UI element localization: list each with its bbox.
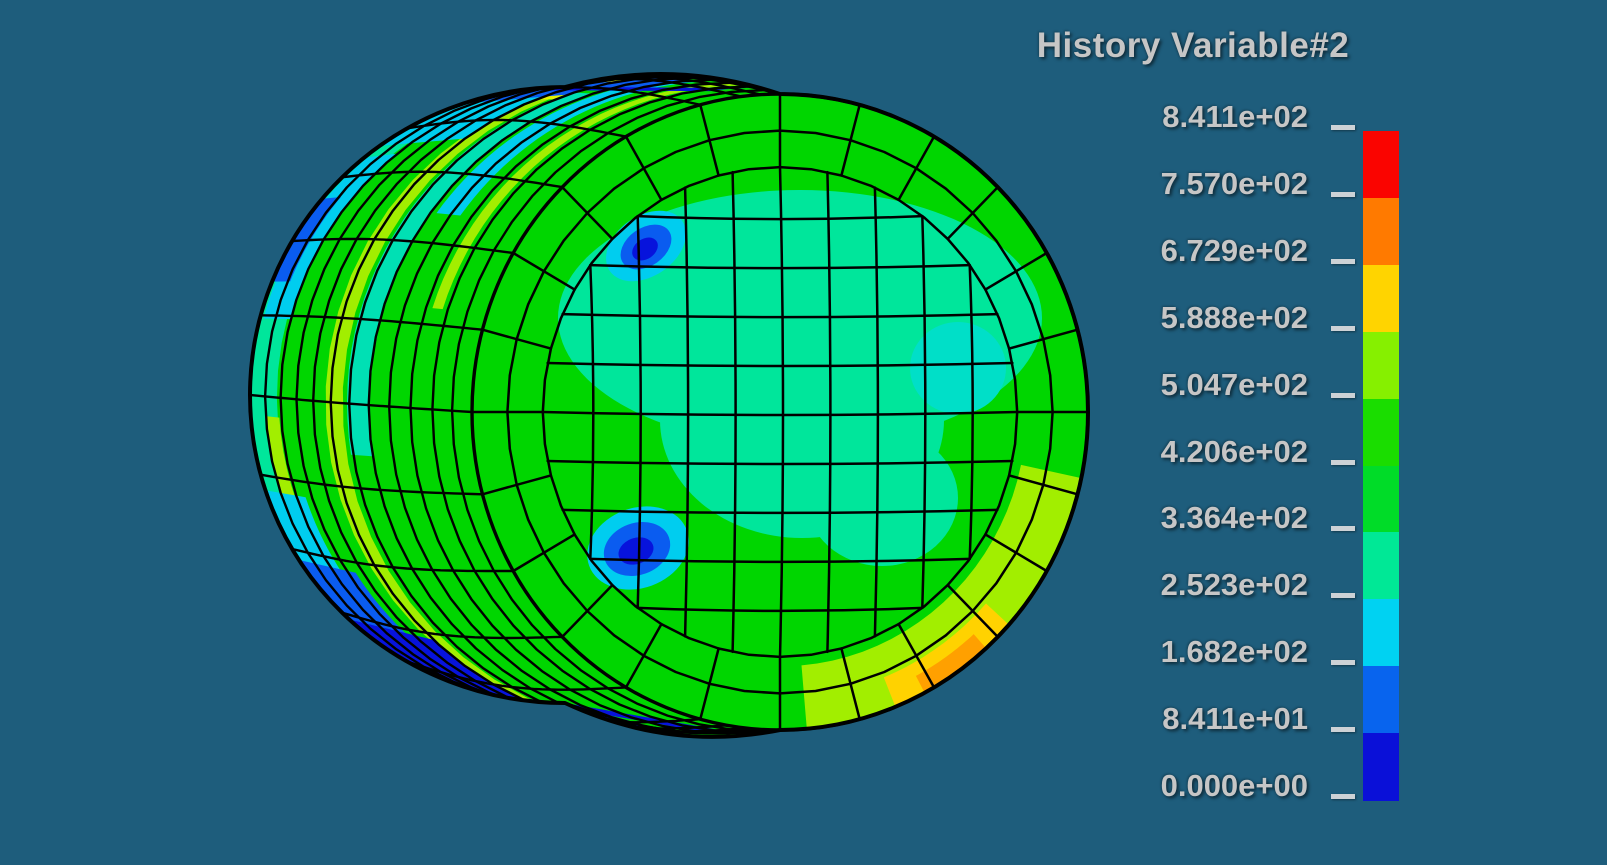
legend-title: History Variable#2 [1036,26,1350,65]
cap-spoke-line [840,103,861,177]
colorbar-segment [1363,599,1399,667]
cap-spoke-line [946,185,1000,241]
legend-tick-label: 1.682e+02 [1160,634,1308,670]
cap-grid-hline [541,410,1019,417]
fringe-band-cyan [263,153,397,320]
cap-grid-vline [921,214,927,610]
legend-tick-label: 6.729e+02 [1160,232,1308,268]
colorbar-segment [1363,465,1399,534]
cap-grid-hline [561,508,999,515]
cap-spoke-line [481,328,553,350]
cap-spoke-line [512,251,576,291]
cap-spoke-line [1007,474,1079,496]
cap-grid-vline [826,170,832,654]
cap-grid-vline [778,165,785,659]
cap-fringe-cyanSoft [910,322,1006,414]
cap-spoke-line [699,647,720,721]
ring-line [295,77,621,722]
cap-fringe-gold [883,603,1009,707]
cap-spoke-line [984,533,1048,573]
legend-tick-mark [1331,125,1355,130]
cap-fringe-dark [618,537,654,565]
cap-grid-hline [589,557,971,564]
legend-tick-label: 7.570e+02 [1160,165,1308,201]
legend-tick-mark [1331,593,1355,599]
legend-tick-mark [1331,660,1355,666]
ring-line [263,82,585,711]
cap-spoke-line [897,135,936,202]
ring-line [329,75,658,730]
legend-tick-mark [1331,325,1355,331]
cap-grid-hline [546,459,1014,466]
cap-spoke-line [624,622,663,689]
cap-spoke-line [897,622,936,689]
end-cap-mesh [472,94,1088,730]
fringe-band-cyan [436,78,700,216]
cap-spoke-line [560,185,614,241]
legend-tick-label: 8.411e+01 [1162,701,1308,737]
cap-grid-hline [546,361,1014,368]
cap-grid-hline [561,312,999,319]
legend-tick-label: 0.000e+00 [1160,768,1308,803]
cap-grid-hline [636,606,924,613]
legend-tick-mark [1331,392,1355,398]
cap-spoke-line [481,474,553,496]
fringe-band-royal [299,560,549,713]
ring-line [367,76,695,734]
legend-tick-label: 2.523e+02 [1160,567,1308,603]
legend-tick-mark [1331,191,1355,197]
cap-grid-vline [636,214,642,610]
cap-spoke-line [840,647,861,721]
model-silhouette-outline [248,72,1090,739]
colorbar-segment [1363,331,1399,400]
ring-line [348,75,676,733]
legend-tick-label: 5.047e+02 [1160,366,1308,402]
cap-spoke-line [699,103,720,177]
fringe-band-cyan [265,490,407,645]
ring-line [431,85,749,734]
cap-spoke-line [624,135,663,202]
legend-tick-label: 8.411e+02 [1162,99,1308,134]
colorbar-segment [1363,197,1399,266]
cap-grid-hline [589,263,971,270]
legend-tick-mark [1331,258,1355,264]
cap-grid-vline [968,263,974,561]
legend-tick-mark [1331,727,1355,733]
legend-tick-mark [1331,794,1355,799]
colorbar-segment [1363,398,1399,467]
legend-tick-label: 5.888e+02 [1160,299,1308,335]
cap-grid-vline [731,170,737,654]
legend-tick-label: 4.206e+02 [1160,433,1308,469]
ring-line [388,78,713,735]
cap-fringe-orange [915,634,987,693]
colorbar-segment [1363,666,1399,734]
colorbar-segment [1363,264,1399,333]
cap-spoke-line [1007,328,1079,350]
cap-grid-vline [683,186,690,638]
legend-tick-label: 3.364e+02 [1160,500,1308,536]
cap-grid-vline [873,186,880,638]
cap-spoke-line [946,583,1000,639]
fringe-band-chart [432,83,744,310]
ring-line [450,88,766,733]
ring-line [409,81,731,735]
colorbar-segment [1363,532,1399,601]
ring-line [312,75,640,726]
legend-tick-mark [1331,526,1355,532]
legend-tick-mark [1331,459,1355,465]
cap-fringe-chart [801,464,1082,729]
colorbar-segment [1363,131,1399,199]
ring-line [279,79,603,716]
colorbar-segment [1363,733,1399,801]
cap-spoke-line [984,251,1048,291]
cap-spoke-line [512,533,576,573]
cap-spoke-line [560,583,614,639]
